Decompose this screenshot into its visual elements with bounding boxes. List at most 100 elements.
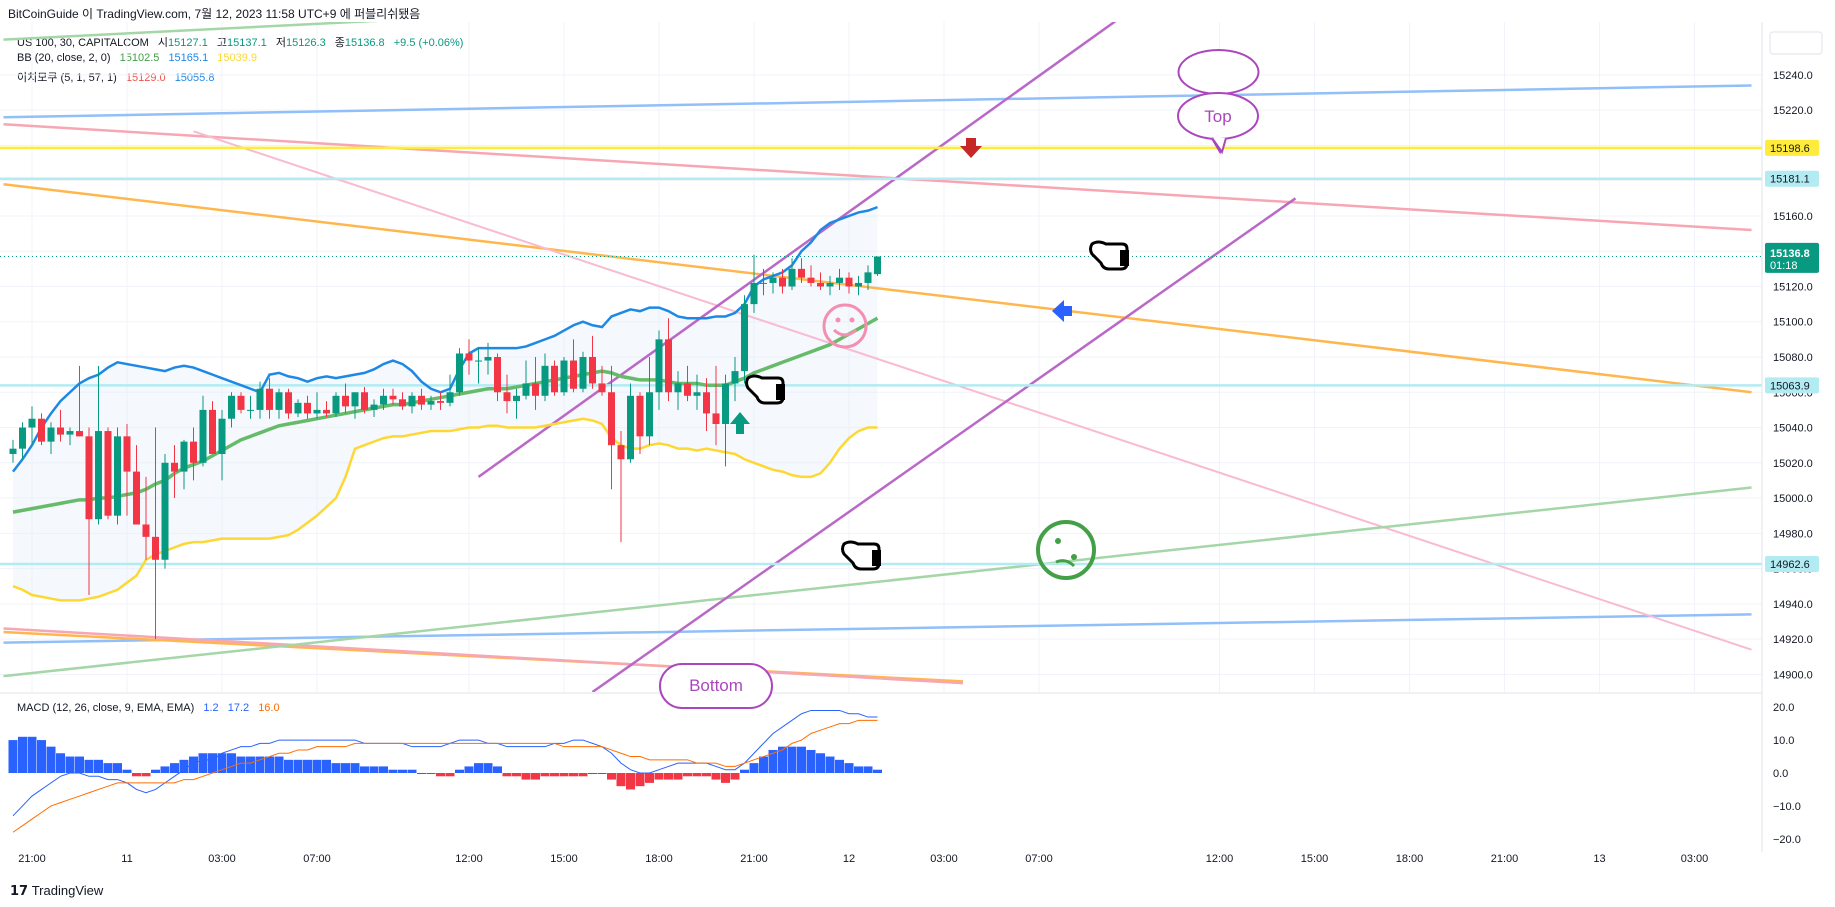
candle-body (513, 395, 520, 402)
trendline-5[interactable] (3, 627, 964, 685)
trendline-0[interactable] (3, 84, 1752, 119)
candle-body (760, 282, 767, 284)
trendline-10[interactable] (591, 197, 1297, 692)
macd-histogram-bar (208, 753, 217, 773)
top-callout: Top (1177, 49, 1260, 155)
price-tick-label: 15220.0 (1773, 105, 1813, 117)
candle-body (712, 413, 720, 424)
candle-body (161, 462, 169, 560)
chart-settings-button[interactable] (1769, 31, 1823, 55)
top-bubble-tail (1211, 137, 1227, 155)
high-value: 15137.1 (227, 37, 267, 49)
macd-histogram-bar (711, 773, 721, 780)
trendline-1[interactable] (3, 613, 1752, 644)
macd-signal-line (12, 719, 878, 833)
up-arrow-icon (730, 412, 750, 434)
candle-body (646, 392, 653, 437)
price-tick-label: 15040.0 (1773, 423, 1813, 435)
left-arrow-icon (1052, 300, 1072, 322)
price-tick-label: 14900.0 (1773, 669, 1813, 681)
macd-histogram-bar (293, 759, 303, 773)
candle-body (532, 383, 539, 396)
macd-histogram-bar (170, 763, 179, 773)
candle-body (190, 441, 197, 463)
macd-histogram-bar (540, 773, 550, 777)
macd-histogram-bar (388, 769, 398, 773)
candle-body (541, 365, 549, 396)
bottom-callout: Bottom (659, 663, 773, 709)
candle-body (674, 383, 682, 393)
candle-body (788, 268, 796, 287)
macd-histogram-bar (616, 773, 626, 787)
time-tick-label: 15:00 (1301, 853, 1329, 865)
macd-histogram-bar (217, 753, 227, 773)
candle-body (589, 357, 596, 384)
candle-body (133, 471, 140, 525)
price-badge[interactable] (1765, 139, 1819, 156)
bb-upper-line (12, 205, 878, 473)
macd-histogram-bar (132, 773, 141, 777)
candle-body (864, 272, 872, 283)
symbol-label[interactable]: US 100, 30, CAPITALCOM (17, 37, 149, 49)
macd-histogram-bar (284, 759, 293, 773)
macd-histogram-bar (350, 763, 360, 773)
candle-body (570, 360, 577, 389)
last-price-badge[interactable] (1765, 242, 1819, 273)
macd-label[interactable]: MACD (12, 26, close, 9, EMA, EMA) (17, 702, 195, 714)
macd-histogram-bar (445, 773, 455, 777)
trendline-2[interactable] (3, 123, 1752, 232)
trendline-9[interactable] (477, 8, 1135, 478)
macd-histogram-bar (8, 740, 18, 773)
macd-histogram-bar (84, 759, 94, 773)
macd-histogram-bar (141, 773, 151, 777)
macd-histogram-bar (721, 773, 730, 783)
candle-body (19, 427, 26, 449)
price-tick-label: 14980.0 (1773, 528, 1813, 540)
candle-body (85, 436, 93, 520)
candle-body (484, 357, 492, 361)
price-tick-label: 15000.0 (1773, 493, 1813, 505)
trendline-7[interactable] (3, 486, 1752, 678)
candle-body (560, 360, 568, 393)
trendline-3[interactable] (3, 182, 1752, 394)
price-badge[interactable] (1765, 555, 1819, 572)
bb-label[interactable]: BB (20, close, 2, 0) (17, 52, 111, 64)
low-value: 15126.3 (285, 37, 326, 49)
time-tick-label: 18:00 (645, 853, 673, 865)
candle-body (627, 395, 634, 460)
candle-body (342, 395, 349, 407)
candle-body (655, 339, 663, 393)
pointing-hand-icon-3 (841, 540, 881, 571)
time-tick-label: 12:00 (1206, 853, 1234, 865)
time-tick-label: 21:00 (18, 853, 46, 865)
macd-histogram-bar (863, 766, 873, 773)
tradingview-logo[interactable]: 17 TradingView (10, 883, 103, 899)
time-tick-label: 18:00 (1396, 853, 1424, 865)
price-badge-label: 15198.6 (1770, 143, 1810, 155)
candle-body (332, 395, 340, 414)
macd-line (12, 709, 878, 817)
price-tick-label: 15080.0 (1773, 352, 1813, 364)
macd-histogram-bar (645, 773, 654, 783)
candle-body (209, 409, 216, 454)
price-badge[interactable] (1765, 170, 1819, 187)
macd-histogram-bar (483, 763, 493, 773)
candle-body (494, 357, 501, 393)
trendline-8[interactable] (3, 11, 565, 41)
macd-histogram-bar (94, 759, 103, 773)
macd-histogram-bar (255, 756, 265, 773)
macd-histogram-bar (360, 766, 369, 773)
candle-body (418, 395, 425, 405)
candle-body (769, 277, 777, 283)
time-tick-label: 21:00 (1491, 853, 1519, 865)
macd-histogram-bar (407, 769, 417, 773)
candle-body (684, 383, 691, 396)
bottom-bubble (659, 663, 773, 709)
low-label: 저 (275, 37, 286, 49)
macd-histogram-bar (331, 763, 341, 773)
price-badge[interactable] (1765, 377, 1819, 394)
candle-body (456, 353, 463, 393)
candle-body (817, 282, 824, 287)
candle-body (380, 395, 387, 405)
